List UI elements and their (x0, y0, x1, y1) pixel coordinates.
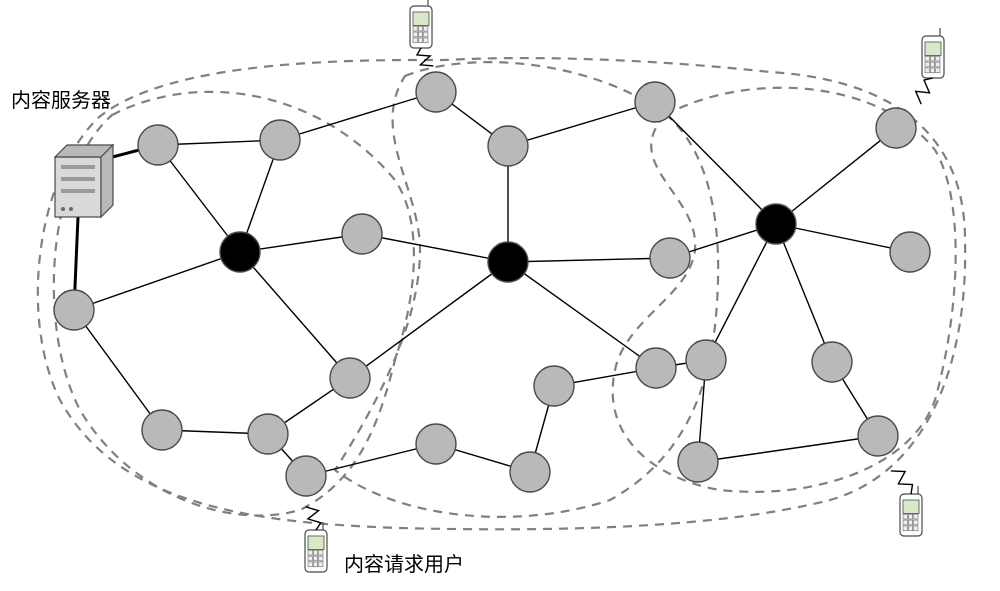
node (678, 442, 718, 482)
phone-icon (891, 471, 922, 536)
node (416, 72, 456, 112)
wireless-signal (306, 507, 321, 530)
user-label: 内容请求用户 (344, 548, 464, 577)
node (342, 214, 382, 254)
phone-icon (410, 0, 433, 66)
edge (280, 92, 436, 140)
edge (240, 252, 350, 378)
network-diagram (0, 0, 1000, 591)
node (635, 82, 675, 122)
node (650, 238, 690, 278)
edge (74, 252, 240, 310)
node (138, 125, 178, 165)
hub-node (756, 204, 796, 244)
hub-node (220, 232, 260, 272)
server-icon (55, 145, 113, 217)
phone-icon (916, 28, 944, 104)
node (416, 424, 456, 464)
edge (655, 102, 776, 224)
node (636, 348, 676, 388)
node (248, 414, 288, 454)
node (876, 108, 916, 148)
server-label: 内容服务器 (11, 84, 111, 113)
node (534, 366, 574, 406)
edge (776, 128, 896, 224)
edge (776, 224, 832, 362)
region-right (613, 88, 956, 492)
edge (698, 436, 878, 462)
edge (508, 102, 655, 146)
node (858, 416, 898, 456)
edge (362, 234, 508, 262)
phone-icon (305, 507, 327, 572)
wireless-signal (891, 471, 913, 494)
edge (508, 262, 656, 368)
node (812, 342, 852, 382)
region-mid (335, 62, 718, 517)
node (260, 120, 300, 160)
wireless-signal (916, 78, 933, 104)
node (686, 340, 726, 380)
edge (350, 262, 508, 378)
edge (508, 258, 670, 262)
edge (74, 310, 162, 430)
wireless-signal (417, 48, 433, 66)
node (330, 358, 370, 398)
node (488, 126, 528, 166)
node (286, 456, 326, 496)
node (142, 410, 182, 450)
node (890, 232, 930, 272)
hub-node (488, 242, 528, 282)
node (510, 452, 550, 492)
node (54, 290, 94, 330)
